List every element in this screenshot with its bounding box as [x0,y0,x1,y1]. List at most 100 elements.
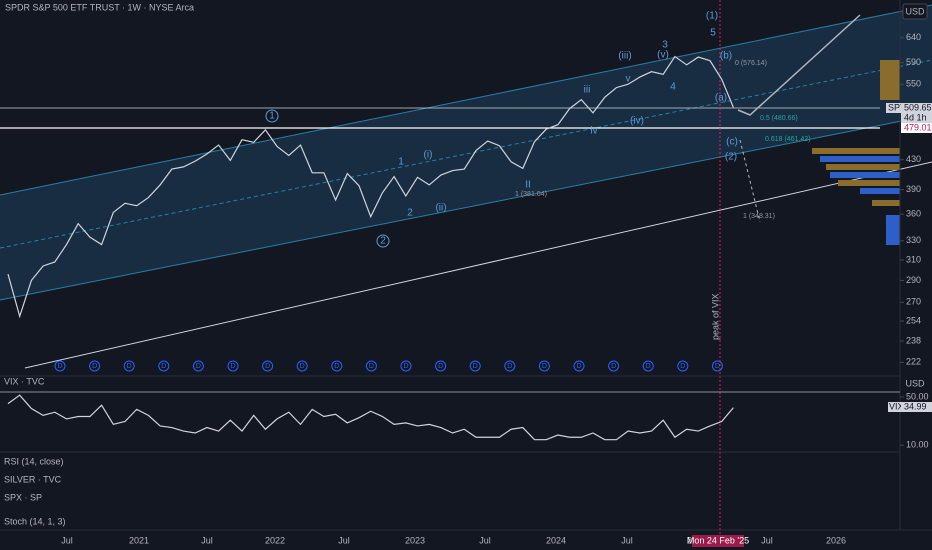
indicator-name: RSI (14, close) [4,456,64,466]
wave-label: iv [590,126,597,137]
vix-value: 34.99 [904,401,927,411]
dividend-label: D [507,363,512,370]
dividend-marker [296,360,308,372]
dividend-marker [123,360,135,372]
dividend-marker [158,360,170,372]
time-label: Jul [338,535,350,545]
dividend-marker [227,360,239,372]
y-tick-label: 390 [906,184,921,194]
channel-bottom [0,114,932,301]
vertical-note: peak of VIX [710,293,720,340]
wave-label: iii [584,85,591,96]
dividend-label: D [265,363,270,370]
dividend-marker [365,360,377,372]
indicator-name: Stoch (14, 1, 3) [4,516,66,526]
wave-label: 1 [398,157,404,168]
dividend-label: D [300,363,305,370]
currency[interactable]: USD [905,6,925,16]
dividend-marker [469,360,481,372]
y-tick-label: 590 [906,57,921,67]
wave-circle [265,109,279,123]
countdown-box [901,113,932,123]
trend-line [24,161,932,369]
last-price: 509.65 [904,102,932,112]
dividend-marker [400,360,412,372]
symbol: VIX [889,401,904,411]
wave-label: 2 [407,208,413,219]
wave-circle [376,234,390,248]
symbol-box [888,402,901,412]
dividend-marker [608,360,620,372]
time-label: Jul [201,535,213,545]
time-label: Mon 24 Feb '25 [687,535,749,545]
symbol: SPY [888,102,906,112]
last-price-box [901,103,932,113]
low-price-box [901,123,932,133]
fib-label: 0 (576.14) [735,60,767,67]
y-tick-label: 238 [906,335,921,345]
dividend-marker [504,360,516,372]
low-price: 479.01 [904,122,932,132]
dividend-label: D [57,363,62,370]
wave-label: (i) [424,150,433,161]
dividend-label: D [576,363,581,370]
time-label: Jul [479,535,491,545]
dividend-marker [677,360,689,372]
dividend-label: D [369,363,374,370]
wave-label: (2) [725,152,737,163]
channel-top [0,4,932,196]
wave-label: (iii) [618,51,631,62]
profile-bar [860,188,900,194]
fib-label: 0.5 (480.66) [760,115,798,122]
profile-bar [826,164,900,170]
dividend-label: D [473,363,478,370]
dividend-label: D [438,363,443,370]
wave-label: v [626,74,631,85]
time-label: 2021 [129,535,149,545]
dividend-label: D [92,363,97,370]
profile-bar [872,200,900,206]
dividend-label: D [680,363,685,370]
dividend-label: D [611,363,616,370]
dividend-marker [573,360,585,372]
currency-box[interactable] [902,3,928,20]
wave-label: II [525,180,531,191]
projection [737,14,861,116]
fib-label: 0.618 (461.42) [765,136,811,143]
y-tick-label: 330 [906,235,921,245]
y-tick-label: 310 [906,254,921,264]
profile-bar [838,180,900,186]
dividend-marker [89,360,101,372]
fib-label: 1 (348.31) [743,213,775,220]
dividend-marker [711,360,723,372]
wave-label: 5 [710,28,716,39]
wave-label: (b) [720,51,732,62]
channel [0,5,932,300]
dividend-label: D [403,363,408,370]
fib-label: 1 (381.04) [515,191,547,198]
dividend-label: D [230,363,235,370]
dividend-label: D [334,363,339,370]
wave-label: 3 [662,40,668,51]
indicator-name: SILVER · TVC [4,474,62,484]
vix-value-box [901,402,932,412]
currency[interactable]: USD [905,378,925,388]
y-tick-label: 222 [906,357,921,367]
symbol-box [886,103,901,113]
price-line [7,55,734,319]
dividend-marker [54,360,66,372]
y-tick-label: 270 [906,297,921,307]
time-label: Jul [61,535,73,545]
wave-label: (c) [726,137,738,148]
wave-label: (ii) [435,203,446,214]
time-label: Jul [761,535,773,545]
time-highlight [692,535,744,547]
wave-label: (1) [706,11,718,22]
y-tick-label: 360 [906,209,921,219]
dividend-label: D [127,363,132,370]
y-tick-label: 430 [906,154,921,164]
profile-bar [886,215,900,245]
dividend-marker [262,360,274,372]
wave-label: 2 [380,236,386,247]
wave-label: (v) [657,50,669,61]
